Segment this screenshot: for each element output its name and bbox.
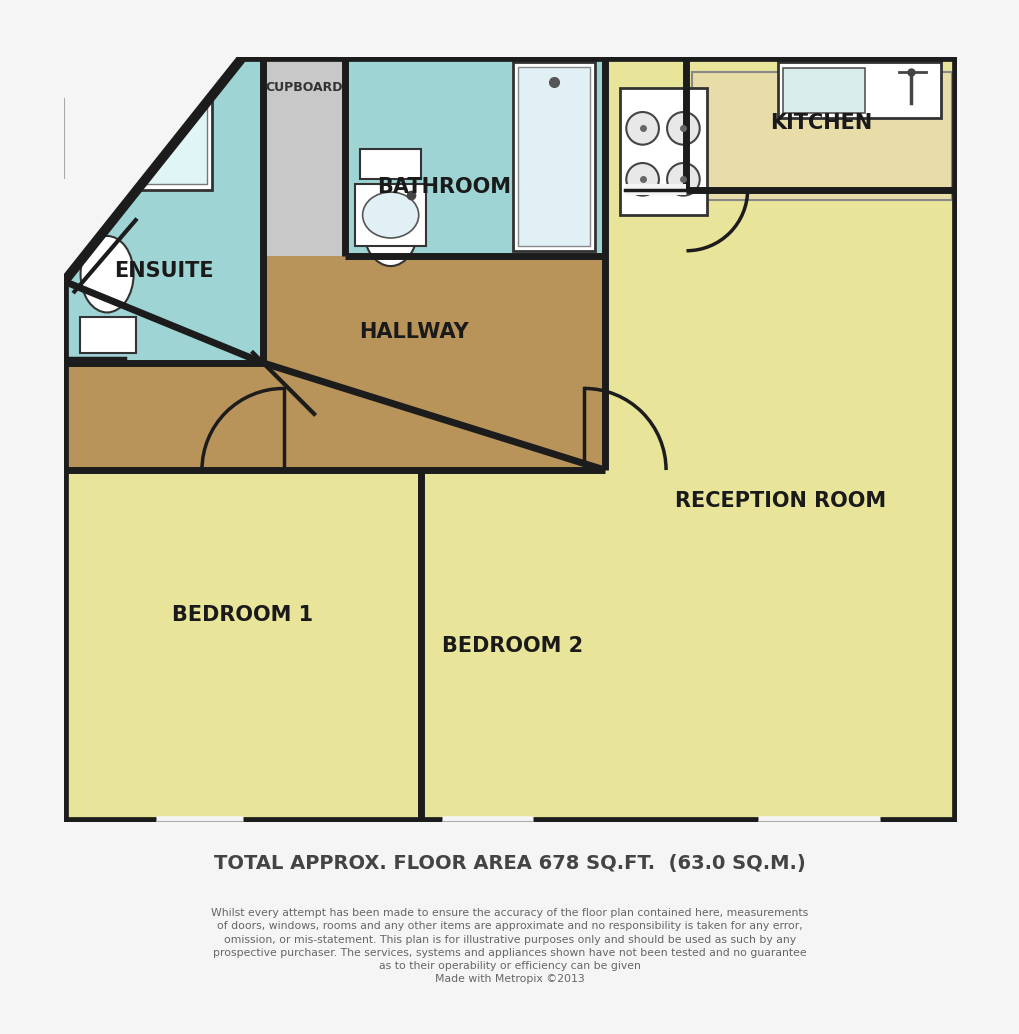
Polygon shape xyxy=(625,184,686,194)
Text: Whilst every attempt has been made to ensure the accuracy of the floor plan cont: Whilst every attempt has been made to en… xyxy=(211,908,808,984)
Bar xyxy=(691,72,951,200)
Ellipse shape xyxy=(363,184,419,266)
Bar xyxy=(620,88,706,215)
Bar xyxy=(518,67,589,246)
Circle shape xyxy=(666,112,699,145)
Polygon shape xyxy=(344,57,604,255)
Polygon shape xyxy=(64,57,243,281)
Bar xyxy=(85,72,207,184)
Bar xyxy=(360,149,421,179)
Polygon shape xyxy=(686,57,956,189)
Text: BEDROOM 1: BEDROOM 1 xyxy=(172,605,313,626)
Polygon shape xyxy=(421,470,604,822)
Circle shape xyxy=(626,112,658,145)
Text: KITCHEN: KITCHEN xyxy=(769,114,872,133)
Text: HALLWAY: HALLWAY xyxy=(359,323,468,342)
Bar xyxy=(777,62,941,118)
Circle shape xyxy=(666,163,699,195)
Text: ENSUITE: ENSUITE xyxy=(114,262,213,281)
Polygon shape xyxy=(64,470,421,822)
Ellipse shape xyxy=(81,236,133,312)
Ellipse shape xyxy=(363,192,419,238)
Polygon shape xyxy=(64,57,604,470)
Polygon shape xyxy=(604,57,956,822)
Bar xyxy=(355,184,426,246)
Polygon shape xyxy=(64,470,421,822)
Text: CUPBOARD: CUPBOARD xyxy=(265,81,342,94)
Text: TOTAL APPROX. FLOOR AREA 678 SQ.FT.  (63.0 SQ.M.): TOTAL APPROX. FLOOR AREA 678 SQ.FT. (63.… xyxy=(214,854,805,873)
Bar xyxy=(513,62,594,251)
Circle shape xyxy=(626,163,658,195)
Polygon shape xyxy=(64,57,263,363)
Polygon shape xyxy=(263,57,344,255)
Text: RECEPTION ROOM: RECEPTION ROOM xyxy=(675,491,886,511)
Bar xyxy=(79,317,136,353)
Polygon shape xyxy=(64,57,263,363)
Text: BATHROOM: BATHROOM xyxy=(377,177,511,197)
Polygon shape xyxy=(344,57,604,255)
Polygon shape xyxy=(64,57,956,822)
Text: BEDROOM 2: BEDROOM 2 xyxy=(442,636,583,656)
Bar xyxy=(783,68,864,113)
Bar xyxy=(79,67,212,189)
Polygon shape xyxy=(421,470,604,822)
Polygon shape xyxy=(604,57,956,822)
Polygon shape xyxy=(686,57,956,189)
